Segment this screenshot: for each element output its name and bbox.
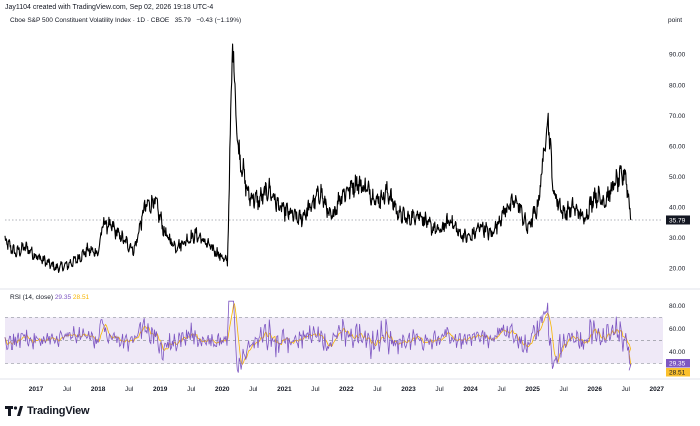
price-series-line [4,43,632,273]
time-axis-tick-label: 2019 [153,386,168,393]
current-price-tag [666,215,690,225]
time-axis-tick-label: 2020 [215,386,230,393]
last-price: 35.79 [174,17,191,24]
time-axis-tick-label: Jul [560,386,569,393]
tradingview-logo[interactable]: TradingView [5,405,90,417]
time-axis-tick-label: 2018 [91,386,106,393]
chart-credit: Jay1104 created with TradingView.com, Se… [5,4,214,11]
time-axis-tick-label: 2027 [650,386,665,393]
time-axis-tick-label: Jul [435,386,444,393]
time-axis-tick-label: 2023 [401,386,416,393]
price-axis-tick-label: 20.00 [669,266,686,273]
rsi-ma-legend-value: 28.51 [72,294,90,301]
rsi-value-tag [666,359,690,368]
symbol-name[interactable]: Cboe S&P 500 Constituent Volatility Inde… [10,17,170,24]
time-axis-tick-label: Jul [187,386,196,393]
time-axis-tick-label: Jul [125,386,134,393]
price-axis-tick-label: 30.00 [669,235,686,242]
time-axis-tick-label: Jul [622,386,631,393]
rsi-axis-tick-label: 80.00 [669,303,686,310]
time-axis-tick-label: 2024 [463,386,478,393]
time-axis-tick-label: Jul [249,386,258,393]
rsi-ma-value-tag-label: 28.51 [669,369,686,376]
tradingview-logo-text: TradingView [27,405,90,417]
current-price-tag-label: 35.79 [669,217,686,224]
rsi-ma-value-tag [666,368,690,377]
time-axis-tick-label: Jul [497,386,506,393]
rsi-line [4,300,632,373]
price-axis-tick-label: 60.00 [669,143,686,150]
rsi-axis-tick-label: 40.00 [669,349,686,356]
rsi-legend: RSI (14, close) 29.35 28.51 [10,294,89,301]
price-unit-label: point [668,17,683,24]
price-axis-tick-label: 70.00 [669,113,686,120]
time-axis-tick-label: 2026 [587,386,602,393]
price-axis-tick-label: 80.00 [669,82,686,89]
price-axis-tick-label: 90.00 [669,52,686,59]
rsi-legend-value: 29.35 [54,294,72,301]
price-axis-tick-label: 50.00 [669,174,686,181]
rsi-label[interactable]: RSI (14, close) [10,294,53,301]
time-axis-tick-label: 2022 [339,386,354,393]
time-axis-tick-label: 2025 [525,386,540,393]
symbol-legend: Cboe S&P 500 Constituent Volatility Inde… [10,17,241,24]
tradingview-logo-icon [5,405,23,416]
rsi-axis-tick-label: 60.00 [669,326,686,333]
price-change: −0.43 (−1.19%) [196,17,242,24]
time-axis-tick-label: Jul [373,386,382,393]
time-axis-tick-label: Jul [63,386,72,393]
time-axis-tick-label: 2021 [277,386,292,393]
price-axis-tick-label: 40.00 [669,204,686,211]
time-axis-tick-label: 2017 [29,386,44,393]
rsi-value-tag-label: 29.35 [669,360,686,367]
time-axis-tick-label: Jul [311,386,320,393]
